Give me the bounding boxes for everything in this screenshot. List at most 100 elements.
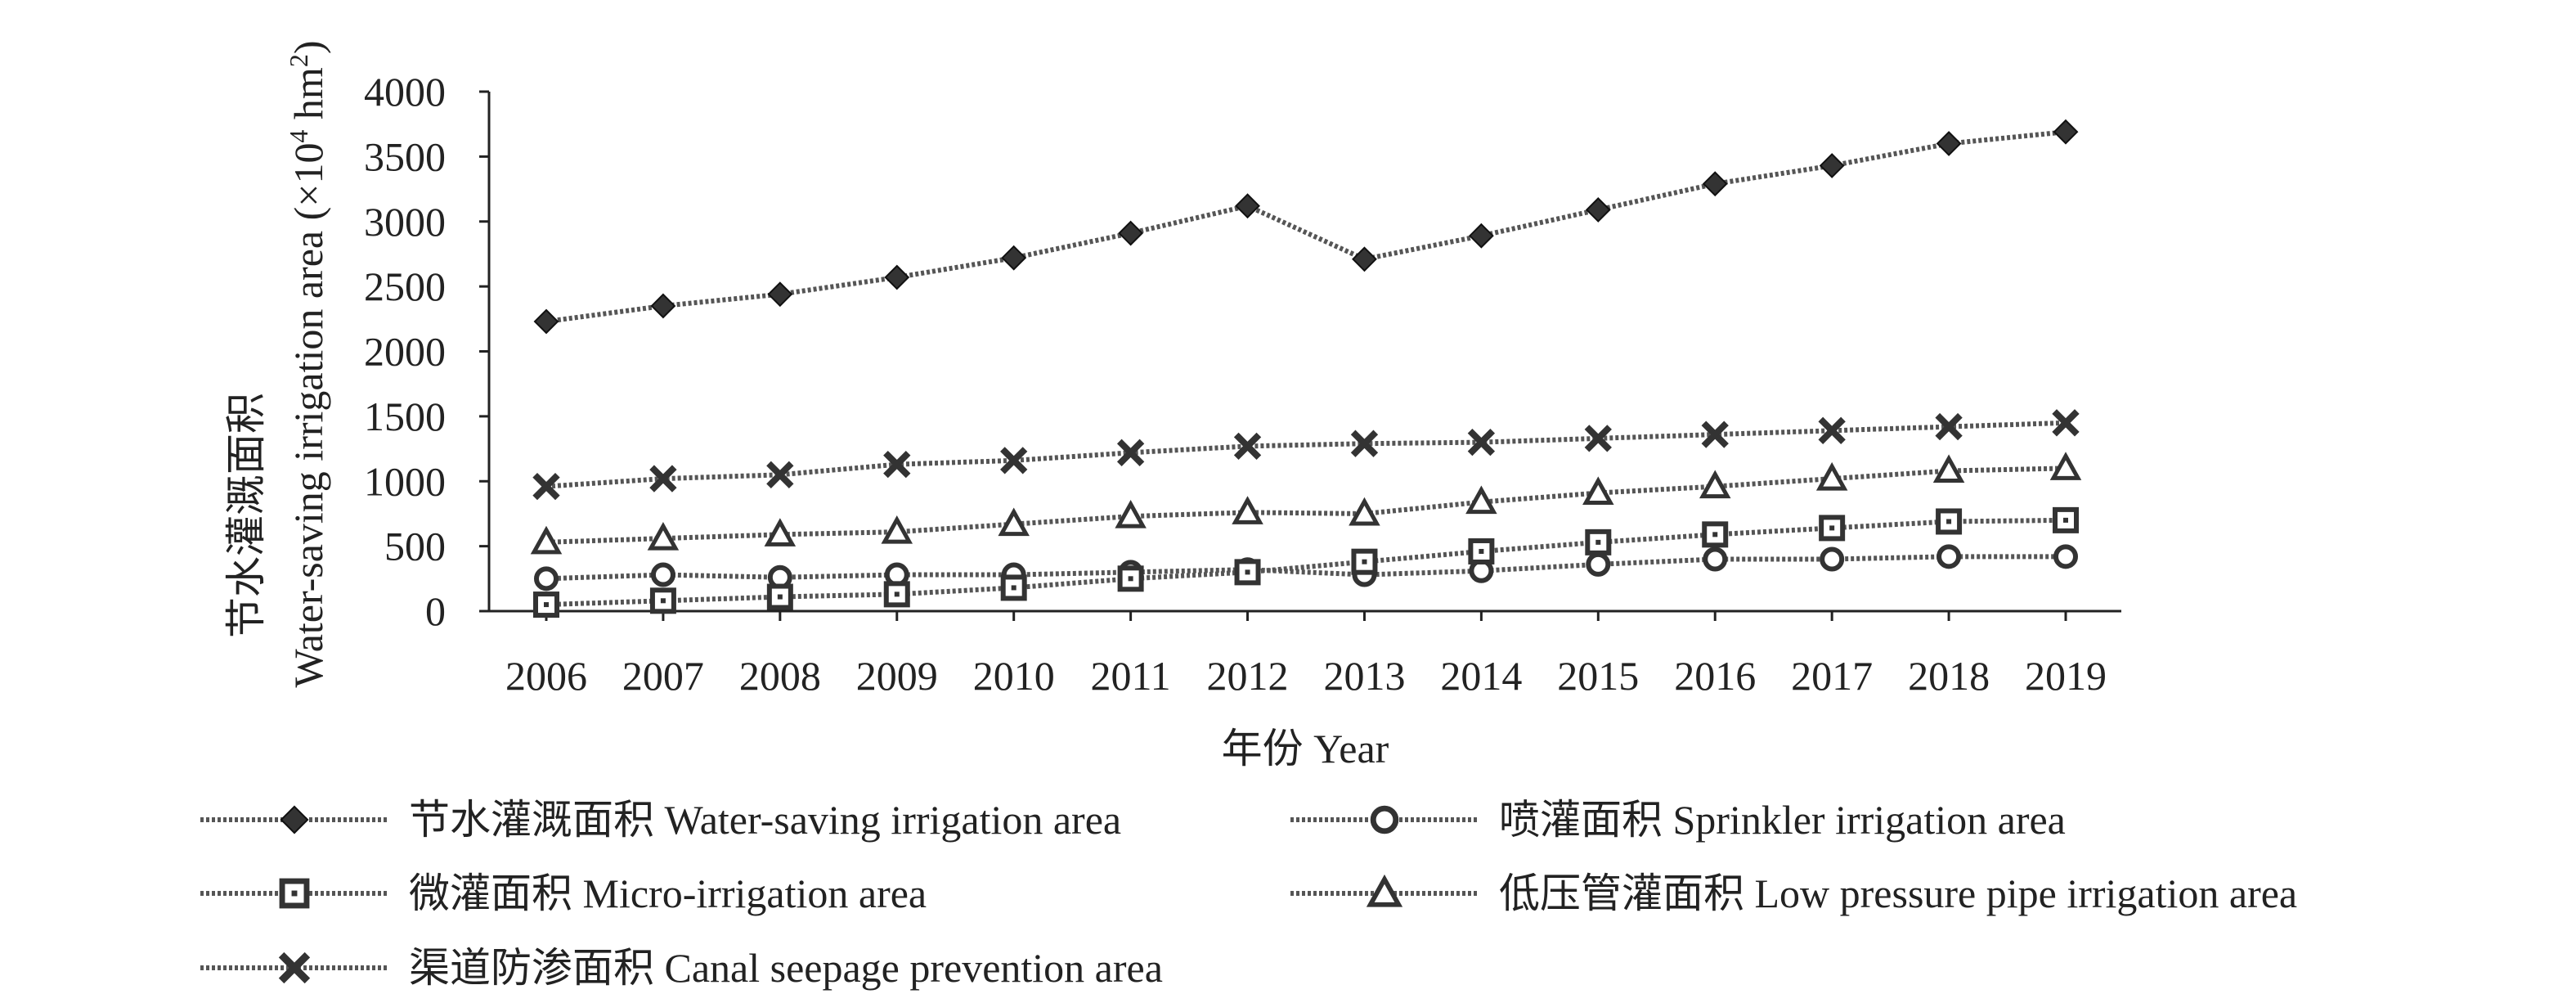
x-axis-title: 年份 Year — [1222, 726, 1389, 771]
data-point-x — [1116, 439, 1145, 466]
data-point-triangle — [1932, 454, 1965, 484]
y-axis-title-en: Water-saving irrigation area (×104 hm2) — [284, 40, 331, 687]
x-tick-label: 2011 — [1091, 653, 1171, 699]
data-point-diamond — [1352, 246, 1377, 272]
data-point-circle — [1936, 544, 1962, 569]
data-point-triangle — [2049, 452, 2082, 480]
legend-item: 微灌面积 Micro-irrigation area — [200, 870, 927, 916]
y-axis-title-sub: Water-saving irrigation area (×10 — [285, 143, 331, 688]
data-point-x — [2052, 409, 2080, 437]
data-point-diamond — [650, 293, 676, 319]
y-tick-label: 2000 — [364, 329, 446, 375]
legend-item: 节水灌溉面积 Water-saving irrigation area — [200, 797, 1121, 843]
legend-item: 渠道防渗面积 Canal seepage prevention area — [200, 945, 1163, 991]
data-point-square — [1585, 528, 1612, 555]
chart-axes — [487, 92, 2121, 613]
data-point-diamond — [1468, 223, 1494, 249]
series-line — [545, 466, 2067, 545]
chart-legend: 节水灌溉面积 Water-saving irrigation area 喷灌面积 … — [200, 797, 2297, 991]
data-point-x — [1935, 412, 1963, 441]
series-layer — [530, 119, 2082, 618]
y-tick-label: 0 — [425, 588, 446, 634]
legend-marker-circle — [1370, 805, 1399, 834]
data-point-triangle — [1465, 485, 1497, 515]
y-axis-title-sup2: 2 — [284, 54, 313, 67]
y-tick-label: 3500 — [364, 133, 446, 179]
data-point-triangle — [1699, 470, 1731, 499]
data-point-triangle — [1582, 476, 1614, 506]
data-point-x — [1701, 421, 1729, 448]
data-point-triangle — [647, 521, 680, 551]
y-tick-label: 4000 — [364, 69, 446, 115]
x-tick-label: 2010 — [973, 653, 1055, 699]
x-tick-label: 2018 — [1908, 653, 1990, 699]
data-point-x — [766, 461, 794, 488]
data-point-diamond — [533, 308, 559, 335]
x-tick-label: 2009 — [856, 653, 938, 699]
y-tick-label: 1500 — [364, 394, 446, 439]
legend-marker-square — [279, 878, 310, 909]
data-point-x — [1584, 425, 1612, 452]
data-point-diamond — [2053, 119, 2079, 145]
data-point-triangle — [998, 507, 1030, 537]
series-1 — [533, 119, 2079, 335]
y-tick-label: 500 — [384, 524, 446, 569]
data-point-triangle — [1232, 496, 1263, 524]
legend-item: 喷灌面积 Sprinkler irrigation area — [1290, 797, 2066, 843]
data-point-diamond — [1936, 131, 1962, 156]
y-axis-title: 节水灌溉面积 — [223, 393, 269, 638]
data-point-triangle — [1815, 461, 1848, 491]
x-tick-label: 2012 — [1207, 653, 1289, 699]
data-point-square — [1702, 521, 1729, 548]
x-tick-label: 2008 — [739, 653, 821, 699]
x-tick-label: 2017 — [1791, 653, 1873, 699]
data-point-square — [1117, 565, 1144, 592]
series-line — [545, 129, 2067, 324]
data-point-diamond — [1819, 153, 1845, 178]
data-point-x — [649, 465, 677, 493]
legend-marker-x — [278, 951, 311, 984]
data-point-x — [1000, 447, 1028, 475]
legend-label: 喷灌面积 Sprinkler irrigation area — [1499, 797, 2066, 843]
data-point-diamond — [1702, 171, 1728, 197]
data-point-square — [1351, 548, 1378, 575]
svg-text:Water-saving irrigation area (: Water-saving irrigation area (×104 hm2) — [284, 40, 331, 687]
x-tick-label: 2015 — [1557, 653, 1639, 699]
x-tick-label: 2014 — [1440, 653, 1522, 699]
series-line — [545, 554, 2066, 582]
series-2 — [534, 544, 2078, 591]
series-3 — [533, 506, 2079, 618]
data-point-square — [1468, 537, 1495, 564]
x-tick-label: 2019 — [2025, 653, 2107, 699]
data-point-diamond — [884, 264, 910, 290]
data-point-square — [883, 581, 910, 608]
legend-item: 低压管灌面积 Low pressure pipe irrigation area — [1290, 870, 2297, 916]
data-point-square — [1819, 515, 1846, 542]
data-point-x — [1818, 416, 1846, 444]
y-tick-label: 2500 — [364, 263, 446, 309]
data-point-triangle — [530, 525, 563, 555]
legend-marker-diamond — [280, 805, 309, 834]
data-point-circle — [1703, 546, 1728, 572]
y-axis-title-sup1: 4 — [284, 130, 313, 143]
x-tick-label: 2016 — [1674, 653, 1756, 699]
data-point-x — [883, 450, 911, 479]
series-5 — [532, 409, 2080, 501]
y-tick-label: 3000 — [364, 199, 446, 245]
data-point-square — [1234, 559, 1261, 586]
x-tick-label: 2013 — [1323, 653, 1405, 699]
data-point-diamond — [767, 281, 793, 308]
data-point-diamond — [1585, 197, 1611, 223]
y-axis-title-main: 节水灌溉面积 — [223, 393, 269, 638]
series-line — [545, 517, 2067, 608]
data-point-square — [533, 591, 559, 618]
data-point-square — [766, 583, 793, 610]
data-point-triangle — [1349, 497, 1380, 526]
data-point-x — [1233, 432, 1262, 461]
y-axis-title-unit: hm — [285, 67, 331, 130]
data-point-square — [1936, 508, 1963, 535]
legend-marker-triangle — [1366, 874, 1403, 907]
data-point-triangle — [764, 518, 797, 546]
data-point-circle — [1820, 546, 1845, 572]
